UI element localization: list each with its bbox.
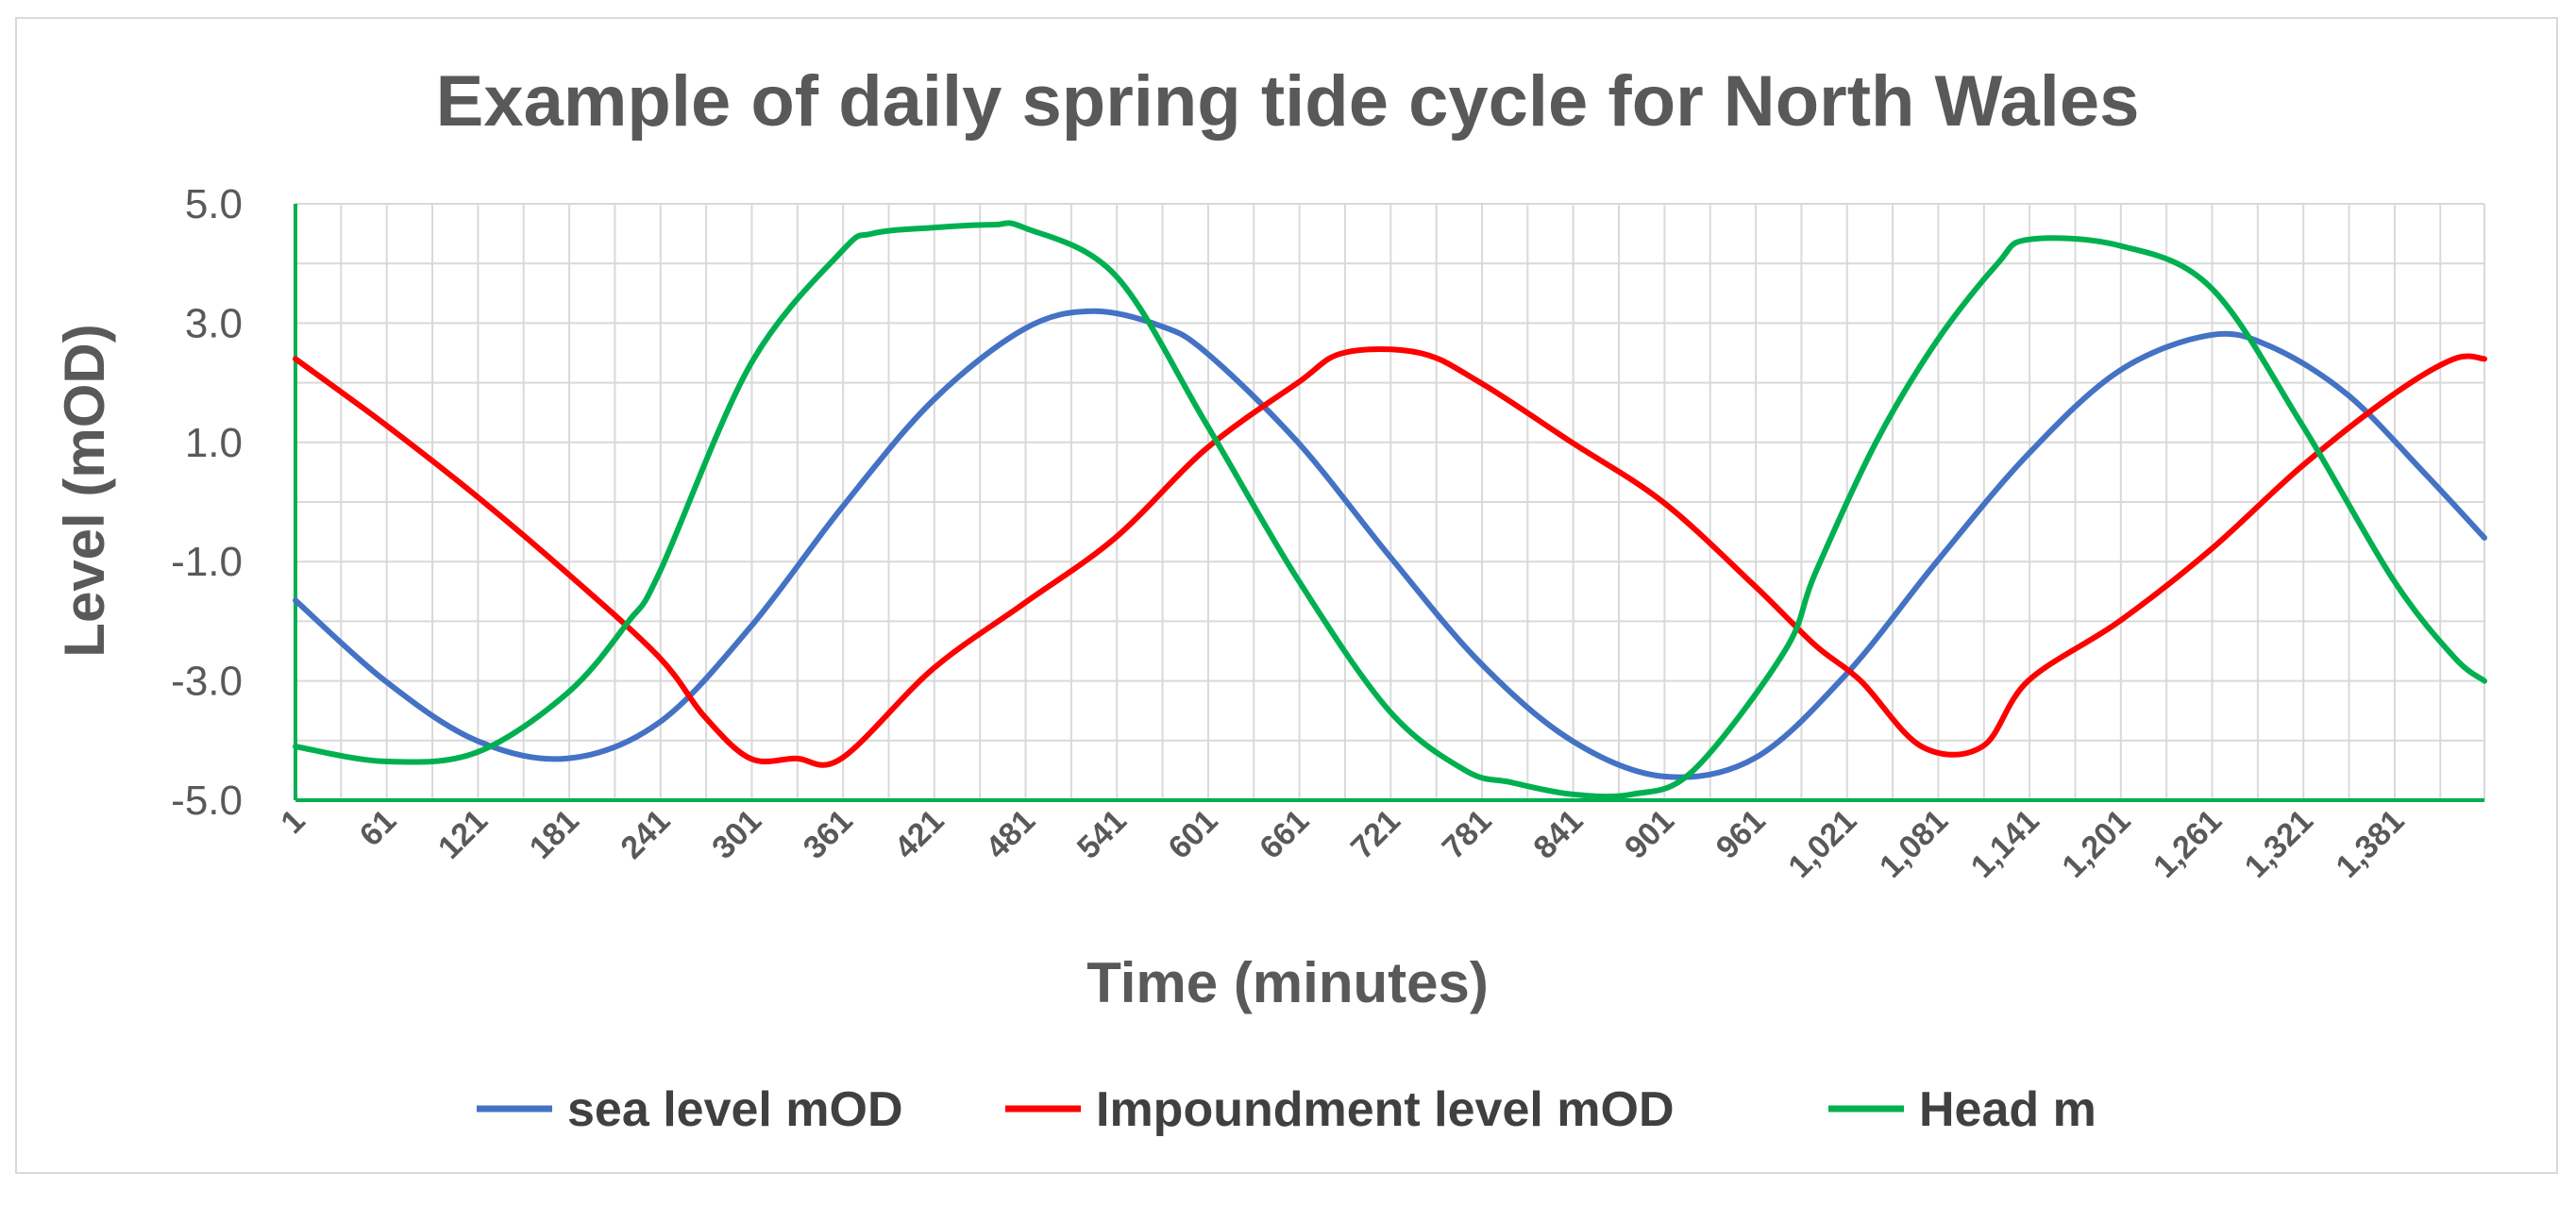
x-tick-label: 601 (1162, 803, 1225, 866)
x-tick-label: 1,321 (2238, 803, 2320, 885)
x-tick-label: 421 (888, 803, 951, 866)
legend-item-head-m: Head m (1828, 1082, 2096, 1137)
y-tick-labels: 5.0 3.0 1.0 -1.0 -3.0 -5.0 (171, 181, 243, 824)
x-tick-label: 301 (705, 803, 768, 866)
y-tick-label: 5.0 (185, 181, 243, 227)
series-line-sea-level-mod (293, 308, 2487, 780)
x-tick-label: 541 (1070, 803, 1134, 866)
x-tick-label: 1,141 (1964, 803, 2046, 885)
chart-title: Example of daily spring tide cycle for N… (436, 61, 2140, 142)
y-tick-label: -3.0 (171, 659, 243, 705)
series-line-head-m (293, 220, 2487, 800)
legend: sea level mOD Impoundment level mOD Head m (477, 1082, 2096, 1137)
legend-label: Head m (1919, 1082, 2096, 1137)
x-tick-label: 121 (431, 803, 495, 866)
axes (294, 204, 2484, 802)
series-lines (293, 220, 2487, 800)
x-tick-label: 361 (797, 803, 860, 866)
legend-label: sea level mOD (567, 1082, 903, 1137)
x-tick-label: 961 (1709, 803, 1773, 866)
x-tick-label: 1,021 (1781, 803, 1863, 885)
legend-item-sea-level-mod: sea level mOD (477, 1082, 903, 1137)
x-tick-label: 661 (1253, 803, 1316, 866)
legend-label: Impoundment level mOD (1096, 1082, 1675, 1137)
y-tick-label: -1.0 (171, 539, 243, 585)
y-axis-title: Level (mOD) (53, 324, 116, 657)
y-tick-label: 1.0 (185, 420, 243, 466)
x-tick-label: 841 (1526, 803, 1590, 866)
y-tick-label: 3.0 (185, 300, 243, 346)
x-tick-label: 1,081 (1873, 803, 1955, 885)
x-tick-label: 1,381 (2330, 803, 2412, 885)
x-axis-title: Time (minutes) (1086, 951, 1489, 1014)
x-tick-labels: 1 61 121 181 241 301 361 421 481 541 601 661 721 781 8… (274, 803, 2411, 885)
legend-item-impoundment-level-mod: Impoundment level mOD (1005, 1082, 1675, 1137)
series-line-impoundment-level-mod (293, 346, 2487, 768)
x-tick-label: 1,261 (2147, 803, 2229, 885)
x-tick-label: 481 (979, 803, 1042, 866)
x-tick-label: 901 (1618, 803, 1681, 866)
x-tick-label: 241 (614, 803, 677, 866)
x-tick-label: 781 (1436, 803, 1499, 866)
y-tick-label: -5.0 (171, 778, 243, 824)
x-tick-label: 61 (353, 803, 404, 854)
chart-frame (15, 17, 2558, 1174)
x-tick-label: 721 (1344, 803, 1407, 866)
x-tick-label: 1,201 (2055, 803, 2137, 885)
x-tick-label: 181 (523, 803, 586, 866)
x-tick-label: 1 (274, 803, 311, 841)
